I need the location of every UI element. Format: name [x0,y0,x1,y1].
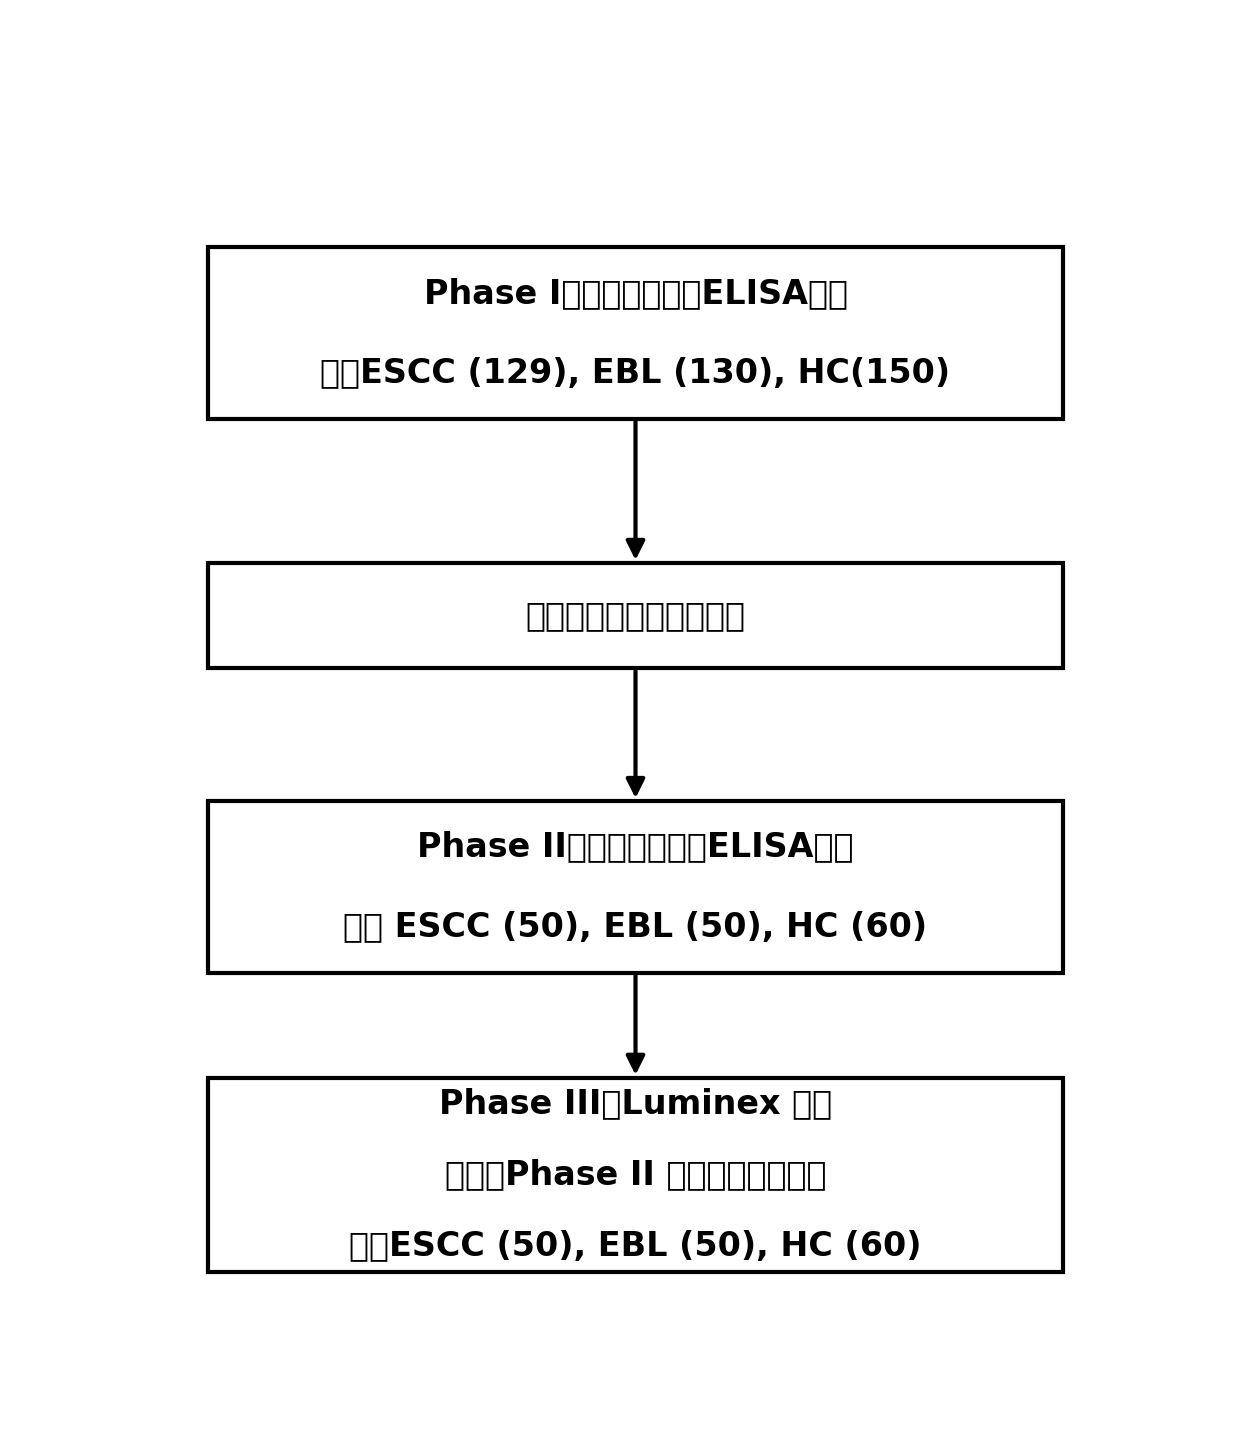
Text: Phase III：Luminex 转化: Phase III：Luminex 转化 [439,1087,832,1120]
FancyBboxPatch shape [208,562,1063,669]
Text: 早期 ESCC (50), EBL (50), HC (60): 早期 ESCC (50), EBL (50), HC (60) [343,910,928,943]
Text: 建立自身抗体的组合模型: 建立自身抗体的组合模型 [526,600,745,631]
FancyBboxPatch shape [208,801,1063,972]
Text: 早期ESCC (129), EBL (130), HC(150): 早期ESCC (129), EBL (130), HC(150) [320,357,951,390]
Text: 使用与Phase II 相同的验证集样本: 使用与Phase II 相同的验证集样本 [445,1158,826,1191]
FancyBboxPatch shape [208,247,1063,418]
Text: Phase I：训练集发现（ELISA法）: Phase I：训练集发现（ELISA法） [424,276,847,309]
FancyBboxPatch shape [208,1077,1063,1271]
Text: 早期ESCC (50), EBL (50), HC (60): 早期ESCC (50), EBL (50), HC (60) [350,1229,921,1263]
Text: Phase II：验证集验证（ELISA法）: Phase II：验证集验证（ELISA法） [417,830,854,863]
